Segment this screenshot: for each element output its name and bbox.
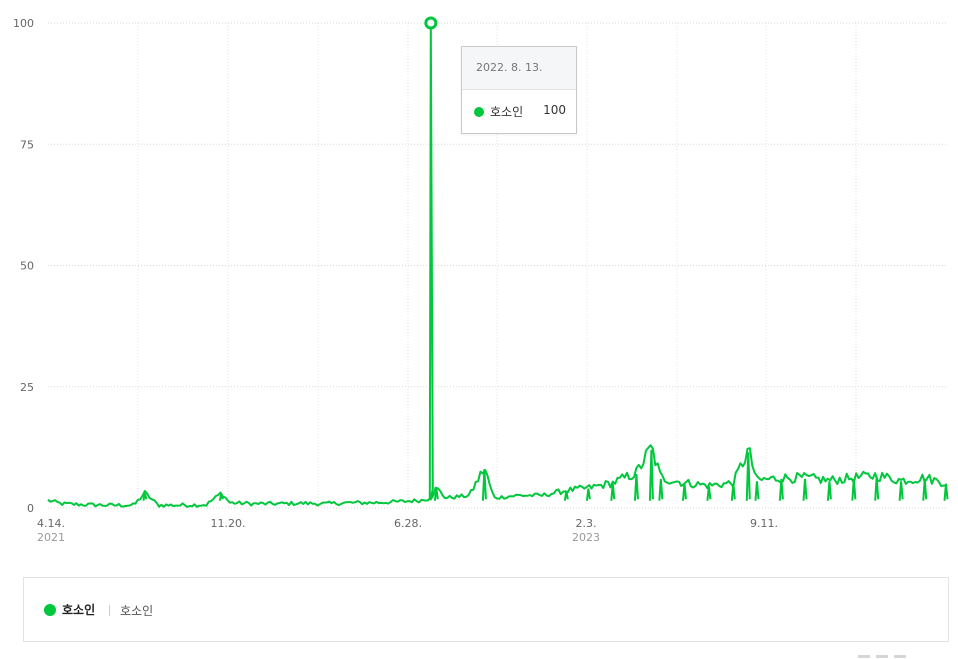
- y-tick-label: 75: [20, 138, 34, 151]
- legend-series-name[interactable]: 호소인: [62, 603, 96, 617]
- legend-separator: [109, 605, 110, 616]
- series-peak: [481, 469, 487, 501]
- series-peak: [681, 483, 687, 501]
- x-tick-year: 2021: [37, 531, 65, 544]
- series-peak: [633, 473, 639, 501]
- legend-series-keyword: 호소인: [120, 604, 154, 618]
- series-peak: [585, 488, 591, 501]
- series-peak: [922, 478, 928, 501]
- tooltip-series-value: 100: [543, 103, 566, 117]
- series-peak: [745, 452, 751, 501]
- series-peak: [943, 483, 949, 501]
- series-peak: [802, 478, 808, 501]
- series-peak: [706, 486, 712, 501]
- y-tick-label: 50: [20, 260, 34, 273]
- tooltip-series-name: 호소인: [490, 105, 524, 119]
- legend-panel: 호소인 호소인: [23, 577, 949, 642]
- series-peak: [610, 483, 616, 501]
- series-peak: [730, 483, 736, 501]
- x-tick-label: 4.14.: [37, 517, 65, 530]
- trend-chart-svg: 0 25 50 75 100 4.14.2021 11.20. 6.28. 2.3.2023 9.…: [13, 16, 949, 544]
- x-tick-label: 9.11.: [750, 517, 778, 530]
- series-peak: [826, 481, 832, 501]
- series-peak: [433, 488, 439, 501]
- x-tick-label: 11.20.: [211, 517, 246, 530]
- x-tick-label: 2.3.: [576, 517, 597, 530]
- x-tick-year: 2023: [572, 531, 600, 544]
- series-peak: [218, 493, 224, 501]
- series-peak: [851, 478, 857, 501]
- y-tick-label: 0: [27, 502, 34, 515]
- tooltip-date: 2022. 8. 13.: [462, 47, 576, 90]
- highlight-point: [424, 16, 438, 30]
- series-peak: [658, 478, 664, 501]
- series-peak: [778, 478, 784, 501]
- chart-tooltip: 2022. 8. 13. 호소인 100: [461, 46, 577, 134]
- legend-series-dot[interactable]: [44, 604, 56, 616]
- series-line-hosoin: [47, 22, 946, 508]
- series-peak: [142, 493, 148, 501]
- bottom-controls-stub: [858, 652, 918, 659]
- series-peak: [563, 490, 569, 501]
- trend-chart: 0 25 50 75 100 4.14. 2021 11.20. 6.28. 2.3. 2023 9.…: [13, 16, 949, 544]
- y-tick-label: 25: [20, 381, 34, 394]
- y-tick-label: 100: [13, 17, 34, 30]
- series-peak: [648, 449, 654, 501]
- tooltip-series-dot: [474, 107, 484, 117]
- series-peak: [898, 481, 904, 501]
- series-peak: [874, 476, 880, 501]
- tooltip-series-row: 호소인 100: [462, 90, 576, 134]
- series-peak: [754, 481, 760, 501]
- x-tick-label: 6.28.: [394, 517, 422, 530]
